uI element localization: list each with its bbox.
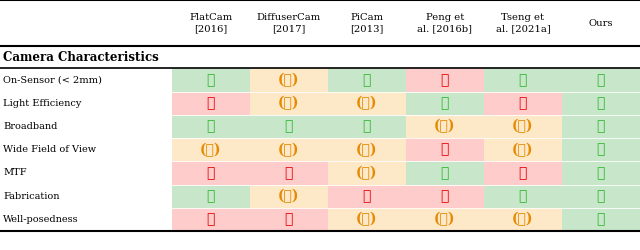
Text: Peng et
al. [2016b]: Peng et al. [2016b] <box>417 14 472 33</box>
FancyBboxPatch shape <box>172 184 250 208</box>
Text: ✗: ✗ <box>440 73 449 87</box>
Text: Ours: Ours <box>589 19 613 28</box>
Text: ✓: ✓ <box>440 166 449 180</box>
Text: ✗: ✗ <box>518 166 527 180</box>
Text: (✓): (✓) <box>434 119 456 134</box>
FancyBboxPatch shape <box>250 208 328 231</box>
Text: (✓): (✓) <box>356 166 378 180</box>
FancyBboxPatch shape <box>250 92 328 115</box>
Text: Broadband: Broadband <box>3 122 58 131</box>
Text: FlatCam
[2016]: FlatCam [2016] <box>189 14 232 33</box>
Text: ✓: ✓ <box>206 120 215 134</box>
FancyBboxPatch shape <box>406 68 484 92</box>
FancyBboxPatch shape <box>172 208 250 231</box>
FancyBboxPatch shape <box>250 161 328 184</box>
FancyBboxPatch shape <box>250 184 328 208</box>
FancyBboxPatch shape <box>328 92 406 115</box>
Text: ✗: ✗ <box>206 166 215 180</box>
Text: ✓: ✓ <box>596 189 605 203</box>
FancyBboxPatch shape <box>328 184 406 208</box>
Text: (✓): (✓) <box>278 96 300 110</box>
FancyBboxPatch shape <box>328 161 406 184</box>
FancyBboxPatch shape <box>484 208 562 231</box>
Text: Light Efficiency: Light Efficiency <box>3 98 81 108</box>
Text: (✓): (✓) <box>278 142 300 157</box>
Text: (✓): (✓) <box>512 212 534 226</box>
Text: ✗: ✗ <box>206 96 215 110</box>
Text: ✓: ✓ <box>596 142 605 156</box>
Text: Tseng et
al. [2021a]: Tseng et al. [2021a] <box>495 14 550 33</box>
Text: (✓): (✓) <box>278 189 300 203</box>
FancyBboxPatch shape <box>406 161 484 184</box>
Text: ✓: ✓ <box>284 120 293 134</box>
Text: (✓): (✓) <box>200 142 221 157</box>
Text: (✓): (✓) <box>512 142 534 157</box>
Text: Camera Characteristics: Camera Characteristics <box>3 51 159 64</box>
FancyBboxPatch shape <box>328 115 406 138</box>
FancyBboxPatch shape <box>406 208 484 231</box>
Text: On-Sensor (< 2mm): On-Sensor (< 2mm) <box>3 76 102 84</box>
Text: (✓): (✓) <box>356 212 378 226</box>
Text: (✓): (✓) <box>278 73 300 87</box>
FancyBboxPatch shape <box>406 184 484 208</box>
Text: ✗: ✗ <box>284 212 293 226</box>
FancyBboxPatch shape <box>562 92 640 115</box>
Text: ✓: ✓ <box>518 73 527 87</box>
Text: MTF: MTF <box>3 168 27 177</box>
FancyBboxPatch shape <box>172 92 250 115</box>
FancyBboxPatch shape <box>562 161 640 184</box>
FancyBboxPatch shape <box>484 184 562 208</box>
FancyBboxPatch shape <box>562 138 640 161</box>
Text: ✓: ✓ <box>596 96 605 110</box>
FancyBboxPatch shape <box>250 68 328 92</box>
FancyBboxPatch shape <box>562 115 640 138</box>
Text: ✗: ✗ <box>284 166 293 180</box>
Text: DiffuserCam
[2017]: DiffuserCam [2017] <box>257 14 321 33</box>
FancyBboxPatch shape <box>406 115 484 138</box>
FancyBboxPatch shape <box>484 138 562 161</box>
Text: ✗: ✗ <box>206 212 215 226</box>
Text: (✓): (✓) <box>356 96 378 110</box>
Text: Wide Field of View: Wide Field of View <box>3 145 97 154</box>
FancyBboxPatch shape <box>172 68 250 92</box>
FancyBboxPatch shape <box>562 208 640 231</box>
Text: (✓): (✓) <box>356 142 378 157</box>
Text: (✓): (✓) <box>434 212 456 226</box>
Text: ✓: ✓ <box>206 73 215 87</box>
FancyBboxPatch shape <box>250 115 328 138</box>
Text: ✓: ✓ <box>362 73 371 87</box>
FancyBboxPatch shape <box>562 68 640 92</box>
Text: ✓: ✓ <box>518 189 527 203</box>
Text: ✓: ✓ <box>206 189 215 203</box>
FancyBboxPatch shape <box>172 115 250 138</box>
FancyBboxPatch shape <box>328 208 406 231</box>
FancyBboxPatch shape <box>406 138 484 161</box>
Text: Fabrication: Fabrication <box>3 192 60 200</box>
FancyBboxPatch shape <box>484 68 562 92</box>
FancyBboxPatch shape <box>328 68 406 92</box>
Text: (✓): (✓) <box>512 119 534 134</box>
FancyBboxPatch shape <box>172 138 250 161</box>
FancyBboxPatch shape <box>406 92 484 115</box>
Text: ✓: ✓ <box>596 166 605 180</box>
FancyBboxPatch shape <box>172 161 250 184</box>
Text: PiCam
[2013]: PiCam [2013] <box>350 14 383 33</box>
Text: ✓: ✓ <box>596 120 605 134</box>
Text: ✗: ✗ <box>518 96 527 110</box>
Text: ✓: ✓ <box>362 120 371 134</box>
Text: ✗: ✗ <box>362 189 371 203</box>
FancyBboxPatch shape <box>562 184 640 208</box>
FancyBboxPatch shape <box>250 138 328 161</box>
FancyBboxPatch shape <box>484 161 562 184</box>
Text: ✓: ✓ <box>596 73 605 87</box>
FancyBboxPatch shape <box>484 115 562 138</box>
Text: ✗: ✗ <box>440 142 449 156</box>
Text: ✓: ✓ <box>440 96 449 110</box>
FancyBboxPatch shape <box>328 138 406 161</box>
Text: ✗: ✗ <box>440 189 449 203</box>
FancyBboxPatch shape <box>484 92 562 115</box>
Text: Well-posedness: Well-posedness <box>3 215 79 224</box>
Text: ✓: ✓ <box>596 212 605 226</box>
